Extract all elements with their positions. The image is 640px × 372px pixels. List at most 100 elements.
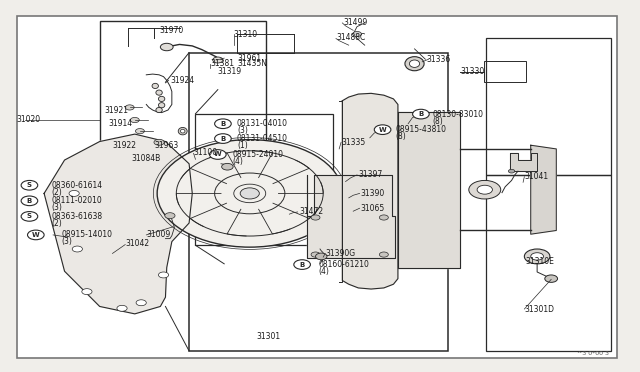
Text: 31336: 31336 (426, 55, 451, 64)
Text: 31921: 31921 (105, 106, 129, 115)
Text: 08915-24010: 08915-24010 (232, 150, 284, 159)
Text: 31319: 31319 (218, 67, 242, 76)
Text: 31335: 31335 (342, 138, 366, 147)
Text: 08131-04510: 08131-04510 (237, 134, 288, 143)
Circle shape (136, 129, 145, 134)
Circle shape (21, 212, 38, 221)
Text: 08130-83010: 08130-83010 (433, 110, 483, 119)
Circle shape (21, 180, 38, 190)
Text: 08915-14010: 08915-14010 (61, 230, 113, 240)
Circle shape (374, 125, 391, 135)
Ellipse shape (405, 57, 424, 71)
Circle shape (28, 230, 44, 240)
Polygon shape (307, 175, 396, 258)
Polygon shape (531, 145, 556, 234)
Circle shape (240, 188, 259, 199)
Text: (2): (2) (52, 219, 63, 228)
Text: 31914: 31914 (108, 119, 132, 128)
Text: 31397: 31397 (358, 170, 383, 179)
Text: S: S (27, 214, 32, 219)
Bar (486, 175, 611, 351)
Polygon shape (398, 112, 461, 267)
Circle shape (508, 169, 515, 173)
Circle shape (157, 140, 342, 247)
Circle shape (353, 32, 362, 37)
Text: 31100: 31100 (193, 148, 218, 157)
Text: S: S (27, 182, 32, 188)
Text: 08363-61638: 08363-61638 (52, 212, 103, 221)
Circle shape (524, 249, 550, 264)
Circle shape (117, 305, 127, 311)
Text: (3): (3) (61, 237, 72, 247)
Text: 31020: 31020 (17, 115, 41, 124)
Circle shape (69, 190, 79, 196)
Text: (4): (4) (319, 267, 330, 276)
Circle shape (477, 185, 492, 194)
Text: (8): (8) (433, 117, 443, 126)
Circle shape (380, 215, 388, 220)
Text: 31065: 31065 (361, 204, 385, 213)
Circle shape (545, 275, 557, 282)
Ellipse shape (410, 60, 420, 67)
Circle shape (212, 57, 223, 63)
Circle shape (380, 252, 388, 257)
Text: 31042: 31042 (125, 239, 149, 248)
Text: 31963: 31963 (154, 141, 178, 150)
Text: ^3 0*00 3: ^3 0*00 3 (577, 351, 609, 356)
Polygon shape (342, 93, 398, 289)
Text: 31924: 31924 (170, 76, 194, 85)
Text: B: B (27, 198, 32, 204)
Text: B: B (419, 111, 424, 117)
Text: 08915-43810: 08915-43810 (396, 125, 446, 134)
Bar (484, 61, 525, 82)
Circle shape (82, 289, 92, 295)
Text: (8): (8) (396, 132, 406, 141)
Ellipse shape (159, 103, 165, 108)
Text: W: W (214, 151, 221, 157)
Circle shape (294, 260, 310, 269)
Text: 31310E: 31310E (525, 257, 554, 266)
Bar (100, 21, 266, 175)
Circle shape (72, 246, 83, 252)
Ellipse shape (152, 83, 159, 89)
Text: 31084B: 31084B (132, 154, 161, 163)
Text: 31330: 31330 (461, 67, 484, 76)
Polygon shape (510, 153, 537, 171)
Circle shape (131, 118, 140, 123)
Ellipse shape (156, 90, 163, 95)
Circle shape (221, 163, 233, 170)
Text: 31009: 31009 (147, 230, 170, 239)
Ellipse shape (159, 96, 165, 102)
Circle shape (136, 300, 147, 306)
Circle shape (311, 252, 320, 257)
Text: 31922: 31922 (113, 141, 136, 150)
Text: 31390: 31390 (361, 189, 385, 198)
Bar (189, 52, 448, 351)
Ellipse shape (180, 129, 185, 133)
Text: B: B (300, 262, 305, 267)
Text: 08160-61210: 08160-61210 (319, 260, 369, 269)
Circle shape (468, 180, 500, 199)
Text: 31390G: 31390G (325, 249, 355, 258)
Bar (486, 38, 611, 175)
Circle shape (125, 105, 134, 110)
Text: 31435N: 31435N (237, 59, 267, 68)
Text: 08111-02010: 08111-02010 (52, 196, 102, 205)
Text: 08131-04010: 08131-04010 (237, 119, 288, 128)
Circle shape (159, 272, 169, 278)
Polygon shape (44, 134, 192, 314)
Text: 31499: 31499 (343, 18, 367, 27)
Text: 31310: 31310 (234, 29, 258, 39)
Text: 31488C: 31488C (337, 33, 366, 42)
Text: 31381: 31381 (210, 59, 234, 68)
Text: (4): (4) (232, 157, 243, 166)
Text: W: W (379, 127, 387, 133)
Text: W: W (32, 232, 40, 238)
Text: 31472: 31472 (300, 208, 324, 217)
Text: (3): (3) (52, 203, 63, 212)
Circle shape (161, 43, 173, 51)
Text: (2): (2) (52, 188, 63, 197)
Circle shape (209, 150, 226, 159)
Text: 31961: 31961 (237, 54, 261, 62)
Circle shape (165, 213, 175, 219)
